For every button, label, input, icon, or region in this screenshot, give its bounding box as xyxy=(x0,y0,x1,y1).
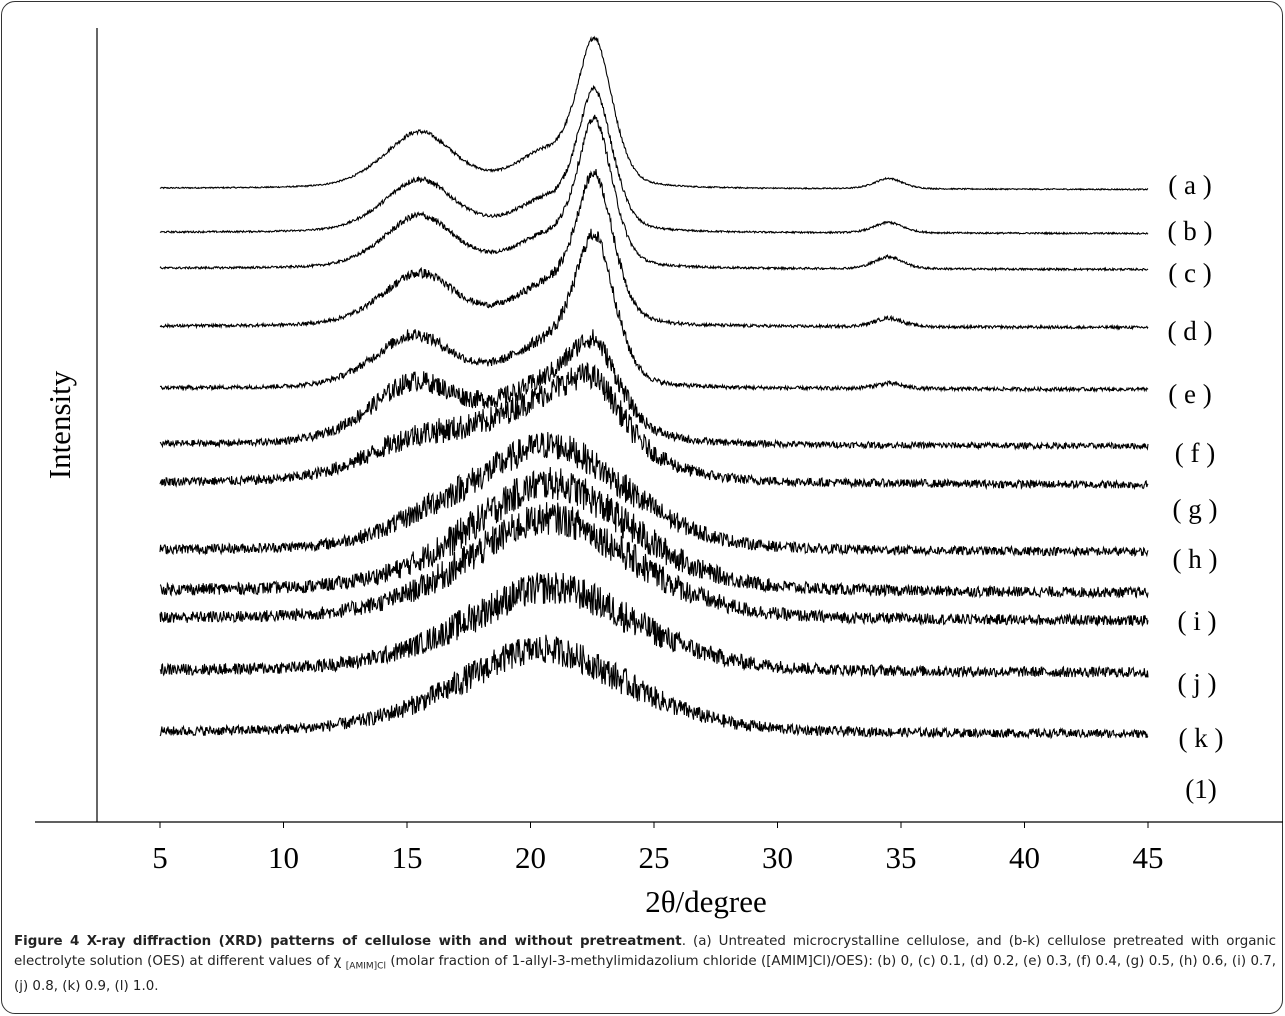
curve-label: ( f ) xyxy=(1175,438,1215,468)
x-ticks: 5 10 15 20 25 30 35 40 45 xyxy=(152,822,1164,875)
x-tick-label: 40 xyxy=(1009,840,1040,875)
caption-body-2: (molar fraction of 1-allyl-3-methylimida… xyxy=(14,954,1276,994)
curve-label: ( i ) xyxy=(1178,606,1217,636)
caption-body-1: . (a) Untreated microcrystalline cellulo… xyxy=(14,934,1276,969)
x-tick-label: 25 xyxy=(639,840,670,875)
caption-chi-subscript: [AMIM]Cl xyxy=(345,961,386,972)
xrd-trace xyxy=(159,84,1149,236)
curve-label: ( a ) xyxy=(1168,170,1211,200)
xrd-trace xyxy=(159,35,1149,191)
x-tick-label: 20 xyxy=(515,840,546,875)
chart-axes xyxy=(35,28,1283,823)
xrd-trace xyxy=(159,114,1149,272)
curve-labels: ( a ) ( b ) ( c ) ( d ) ( e ) ( f ) ( g ) ( h )… xyxy=(1168,170,1224,804)
figure-caption: Figure 4 X-ray diffraction (XRD) pattern… xyxy=(14,932,1276,997)
curve-label: ( d ) xyxy=(1168,316,1213,346)
xrd-traces xyxy=(159,35,1149,740)
curve-label: ( g ) xyxy=(1173,494,1218,524)
curve-label: ( k ) xyxy=(1179,723,1224,753)
curve-label: ( h ) xyxy=(1173,544,1218,574)
caption-title: Figure 4 X-ray diffraction (XRD) pattern… xyxy=(14,934,682,949)
x-tick-label: 5 xyxy=(152,840,168,875)
x-tick-label: 15 xyxy=(392,840,423,875)
curve-label: (1) xyxy=(1185,774,1216,804)
xrd-trace xyxy=(159,169,1149,331)
curve-label: ( j ) xyxy=(1178,668,1217,698)
x-tick-label: 35 xyxy=(886,840,917,875)
xrd-trace xyxy=(159,502,1149,627)
x-tick-label: 45 xyxy=(1133,840,1164,875)
y-axis-label: Intensity xyxy=(42,370,77,479)
x-axis-label: 2θ/degree xyxy=(645,884,767,919)
xrd-trace xyxy=(159,634,1149,740)
x-tick-label: 10 xyxy=(268,840,299,875)
xrd-chart: 5 10 15 20 25 30 35 40 45 ( a )( b )( c )( d )( … xyxy=(35,28,1283,919)
curve-label: ( c ) xyxy=(1168,258,1211,288)
xrd-trace xyxy=(159,329,1149,451)
xrd-trace xyxy=(159,228,1149,393)
xrd-trace xyxy=(159,466,1149,600)
xrd-trace xyxy=(159,431,1149,558)
curve-label: ( b ) xyxy=(1168,216,1213,246)
caption-chi: χ xyxy=(333,954,342,969)
xrd-trace xyxy=(159,361,1149,491)
xrd-trace xyxy=(159,572,1149,679)
x-tick-label: 30 xyxy=(762,840,793,875)
curve-label: ( e ) xyxy=(1168,379,1211,409)
